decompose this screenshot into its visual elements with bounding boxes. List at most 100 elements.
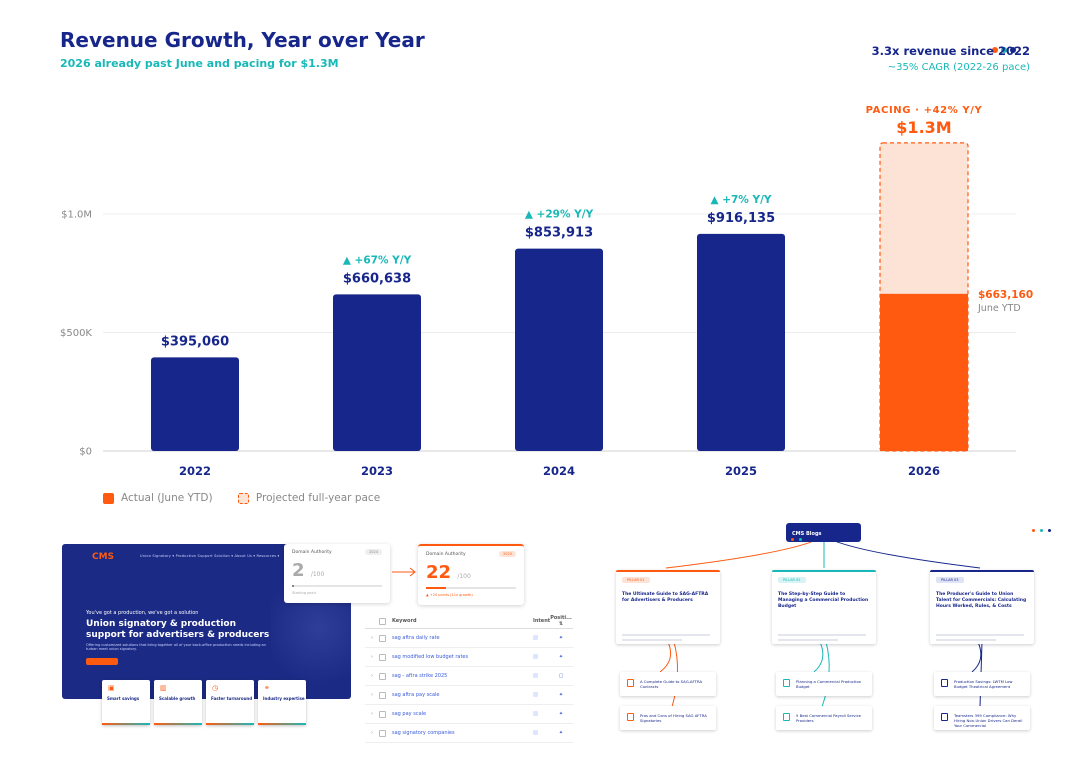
feature-card: ▥ Scalable growth [154, 680, 202, 725]
intent-badge [533, 653, 538, 659]
sub-article-title: Pros and Cons of Hiring SAG AFTRA Signat… [640, 713, 707, 723]
document-icon [941, 713, 948, 721]
position-cell: ✦ [558, 635, 564, 641]
table-row[interactable]: › sag signatory companies ✦ [365, 724, 573, 743]
expertise-icon: ⚭ [264, 684, 270, 692]
site-eyebrow: You've got a production, we've got a sol… [86, 610, 199, 616]
pillar-card: PILLAR 03 The Producer's Guide to Union T… [930, 570, 1034, 644]
data-label: $660,638 [343, 271, 411, 286]
intent-cell [533, 653, 549, 661]
intent-badge [533, 634, 538, 640]
domain-authority-label: Domain Authority [292, 550, 332, 555]
content-map-root-label: CMS Blogs [792, 531, 822, 537]
table-row[interactable]: › sag modified low budget rates ✦ [365, 648, 573, 667]
site-nav: Union Signatory ▾ Production Support Sol… [140, 554, 280, 558]
feature-cards: ▣ Smart savings ▥ Scalable growth ◷ Faster … [102, 680, 306, 725]
data-label: $916,135 [707, 211, 775, 226]
chevron-right-icon[interactable]: › [371, 654, 373, 660]
position-header[interactable]: Positi... ⇅ [550, 615, 572, 627]
sub-article-card: Teamsters 399 Compliance: Why Hiring Non… [934, 706, 1030, 730]
pillar-tag: PILLAR 01 [622, 577, 650, 583]
intent-cell [533, 710, 549, 718]
keyword-cell[interactable]: sag pay scale [392, 711, 427, 717]
brand-dots [1032, 517, 1052, 536]
x-tick-label: 2023 [361, 464, 393, 478]
legend-actual: Actual (June YTD) [103, 492, 213, 504]
document-icon [627, 679, 634, 687]
growth-label: ▲ +29% Y/Y [525, 209, 594, 221]
data-label: $395,060 [161, 334, 229, 349]
keyword-cell[interactable]: sag modified low budget rates [392, 654, 469, 660]
website-screenshot: CMS Union Signatory ▾ Production Support… [62, 544, 351, 699]
chevron-right-icon[interactable]: › [371, 635, 373, 641]
row-checkbox[interactable] [379, 672, 386, 680]
intent-header: Intent [533, 618, 551, 624]
projected-header-label: PACING · +42% Y/Y [866, 105, 983, 116]
row-checkbox[interactable] [379, 710, 386, 718]
bar-2026 [880, 293, 968, 451]
savings-icon: ▣ [108, 684, 115, 692]
pillar-card: PILLAR 01 The Ultimate Guide to SAG-AFTRA… [616, 570, 720, 644]
growth-label: ▲ +67% Y/Y [343, 254, 412, 266]
brand-dots [791, 526, 803, 545]
chart-subtitle: 2026 already past June and pacing for $1… [60, 57, 339, 70]
table-row[interactable]: › sag pay scale ✦ [365, 705, 573, 724]
chevron-right-icon[interactable]: › [371, 730, 373, 736]
chart-title: Revenue Growth, Year over Year [60, 28, 425, 52]
y-tick-label: $500K [60, 328, 92, 339]
x-tick-label: 2026 [908, 464, 940, 478]
data-label: $663,160 [978, 289, 1033, 301]
bar-2025 [697, 233, 785, 451]
domain-authority-after: Domain Authority 2025 22 /100 ▲ +20 poin… [418, 544, 524, 605]
legend-projected-label: Projected full-year pace [255, 492, 381, 504]
domain-authority-note: ▲ +20 points (11x growth) [426, 593, 473, 597]
keyword-cell[interactable]: sag signatory companies [392, 730, 455, 736]
position-cell: ✦ [558, 654, 564, 660]
chevron-right-icon[interactable]: › [371, 673, 373, 679]
table-row[interactable]: › sag aftra daily rate ✦ [365, 629, 573, 648]
keyword-table-header: Keyword Intent Positi... ⇅ [365, 614, 573, 629]
intent-badge [533, 710, 538, 716]
sub-article-title: Planning a Commercial Production Budget [796, 679, 862, 689]
domain-authority-label: Domain Authority [426, 552, 466, 557]
position-cell: ▢ [558, 673, 564, 679]
chevron-right-icon[interactable]: › [371, 692, 373, 698]
chart-legend: Actual (June YTD) Projected full-year pa… [103, 492, 402, 507]
keyword-cell[interactable]: sag - aftra strike 2025 [392, 673, 448, 679]
chevron-right-icon[interactable]: › [371, 711, 373, 717]
table-row[interactable]: › sag aftra pay scale ✦ [365, 686, 573, 705]
growth-label: ▲ +7% Y/Y [710, 194, 771, 206]
keyword-cell[interactable]: sag aftra pay scale [392, 692, 440, 698]
feature-card: ⚭ Industry expertise [258, 680, 306, 725]
feature-card-title: Industry expertise [263, 696, 305, 701]
keyword-table: Keyword Intent Positi... ⇅ › sag aftra da… [365, 614, 573, 743]
row-checkbox[interactable] [379, 653, 386, 661]
position-cell: ✦ [558, 730, 564, 736]
document-icon [627, 713, 634, 721]
arrow-icon [392, 567, 416, 577]
sub-article-title: 5 Best Commercial Payroll Service Provid… [796, 713, 861, 723]
bar-2022 [151, 357, 239, 451]
data-note: June YTD [977, 303, 1021, 314]
domain-authority-before: Domain Authority 2024 2 /100 Starting po… [284, 544, 390, 603]
position-cell: ✦ [558, 692, 564, 698]
row-checkbox[interactable] [379, 691, 386, 699]
feature-card-title: Scalable growth [159, 696, 196, 701]
row-checkbox[interactable] [379, 634, 386, 642]
site-hero-heading: Union signatory & production support for… [86, 619, 270, 640]
sub-article-card: Pros and Cons of Hiring SAG AFTRA Signat… [620, 706, 716, 730]
bar-2024 [515, 248, 603, 451]
feature-card-title: Faster turnaround [211, 696, 253, 701]
keyword-cell[interactable]: sag aftra daily rate [392, 635, 440, 641]
x-tick-label: 2024 [543, 464, 575, 478]
row-checkbox[interactable] [379, 729, 386, 737]
cagr-stat: ~35% CAGR (2022-26 pace) [887, 62, 1030, 73]
domain-authority-tag: 2024 [365, 549, 382, 555]
document-icon [941, 679, 948, 687]
table-row[interactable]: › sag - aftra strike 2025 ▢ [365, 667, 573, 686]
document-icon [783, 713, 790, 721]
pillar-card: PILLAR 02 The Step-by-Step Guide to Manag… [772, 570, 876, 644]
y-tick-label: $0 [79, 447, 92, 458]
legend-projected: Projected full-year pace [237, 492, 381, 504]
site-cta-button [86, 658, 118, 665]
